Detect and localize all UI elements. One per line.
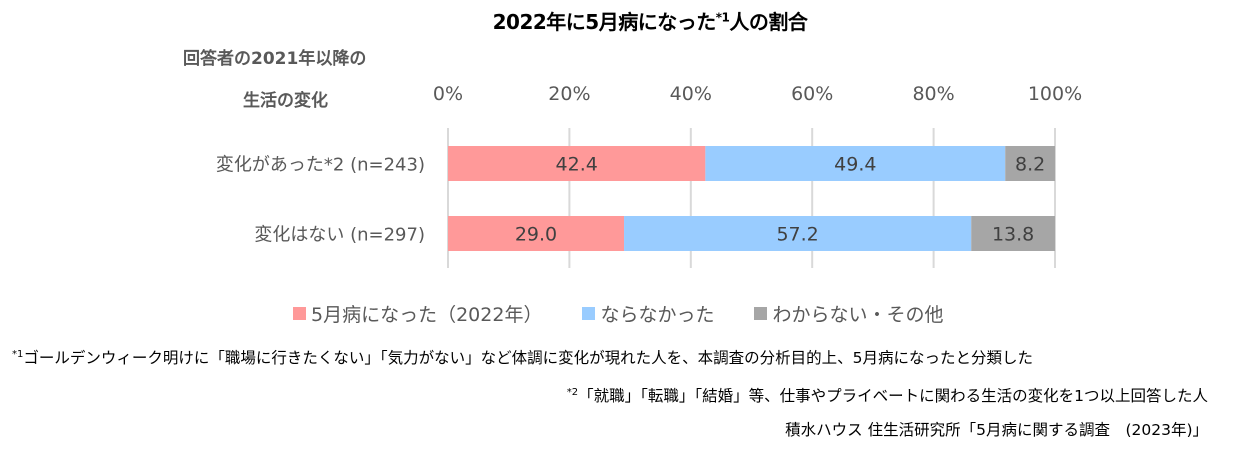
legend-swatch — [293, 307, 306, 320]
bar-segment — [705, 146, 1006, 181]
x-tick-label: 60% — [791, 83, 833, 105]
x-tick-label: 80% — [912, 83, 954, 105]
chart-title: 2022年に5月病になった*1人の割合 — [0, 6, 1235, 35]
footnote-2-marker: *2 — [566, 386, 579, 398]
data-label: 42.4 — [556, 154, 598, 176]
data-label: 49.4 — [834, 154, 876, 176]
chart-title-main: 2022年に5月病になった — [492, 10, 717, 34]
bar-segment — [971, 216, 1055, 251]
footnote-1-text: ゴールデンウィーク明けに「職場に行きたくない」「気力がない」など体調に変化が現れ… — [23, 349, 1033, 367]
x-tick-label: 0% — [433, 83, 463, 105]
x-tick-label: 20% — [548, 83, 590, 105]
data-label: 8.2 — [1015, 154, 1045, 176]
footnote-1: *1ゴールデンウィーク明けに「職場に行きたくない」「気力がない」など体調に変化が… — [12, 346, 1033, 368]
chart-title-tail: 人の割合 — [729, 10, 808, 34]
category-labels: 変化があった*2 (n=243) 変化はない (n=297) — [216, 155, 425, 246]
legend-label: 5月病になった（2022年） — [311, 304, 543, 326]
chart-title-footnote-marker: *1 — [715, 10, 730, 25]
legend-item: 5月病になった（2022年） — [293, 300, 542, 327]
x-tick-label: 40% — [670, 83, 712, 105]
legend-swatch — [754, 307, 768, 320]
footnote-2: *2「就職」「転職」「結婚」等、仕事やプライベートに関わる生活の変化を1つ以上回… — [567, 384, 1208, 406]
source-credit: 積水ハウス 住生活研究所「5月病に関する調査 (2023年)」 — [785, 421, 1208, 439]
footnote-2-text: 「就職」「転職」「結婚」等、仕事やプライベートに関わる生活の変化を1つ以上回答し… — [578, 387, 1208, 405]
legend: 5月病になった（2022年） ならなかった わからない・その他 — [293, 300, 983, 327]
bar-segment — [1005, 146, 1055, 181]
x-tick-labels: 0% 20% 40% 60% 80% 100% — [433, 83, 1082, 105]
category-label: 変化があった*2 (n=243) — [216, 155, 425, 176]
bar-segment — [448, 216, 625, 251]
data-label: 13.8 — [992, 224, 1034, 246]
category-label: 変化はない (n=297) — [254, 225, 425, 246]
data-label: 57.2 — [776, 224, 818, 246]
x-tick-label: 100% — [1028, 83, 1082, 105]
legend-item: わからない・その他 — [754, 300, 943, 327]
bar-segment — [624, 216, 972, 251]
data-label: 29.0 — [515, 224, 557, 246]
legend-item: ならなかった — [582, 300, 714, 327]
category-axis-title-line1: 回答者の2021年以降の — [183, 49, 367, 69]
legend-label: わからない・その他 — [772, 304, 944, 326]
bar-segment — [448, 146, 706, 181]
legend-label: ならなかった — [600, 304, 715, 326]
legend-swatch — [582, 307, 596, 320]
bars: 42.4 49.4 8.2 29.0 57.2 13.8 — [448, 146, 1055, 251]
category-axis-title-line2: 生活の変化 — [243, 91, 328, 111]
stacked-bar-chart: 0% 20% 40% 60% 80% 100% 変化があった*2 (n=243) 変化はない… — [216, 83, 1082, 268]
footnote-1-marker: *1 — [12, 348, 24, 360]
